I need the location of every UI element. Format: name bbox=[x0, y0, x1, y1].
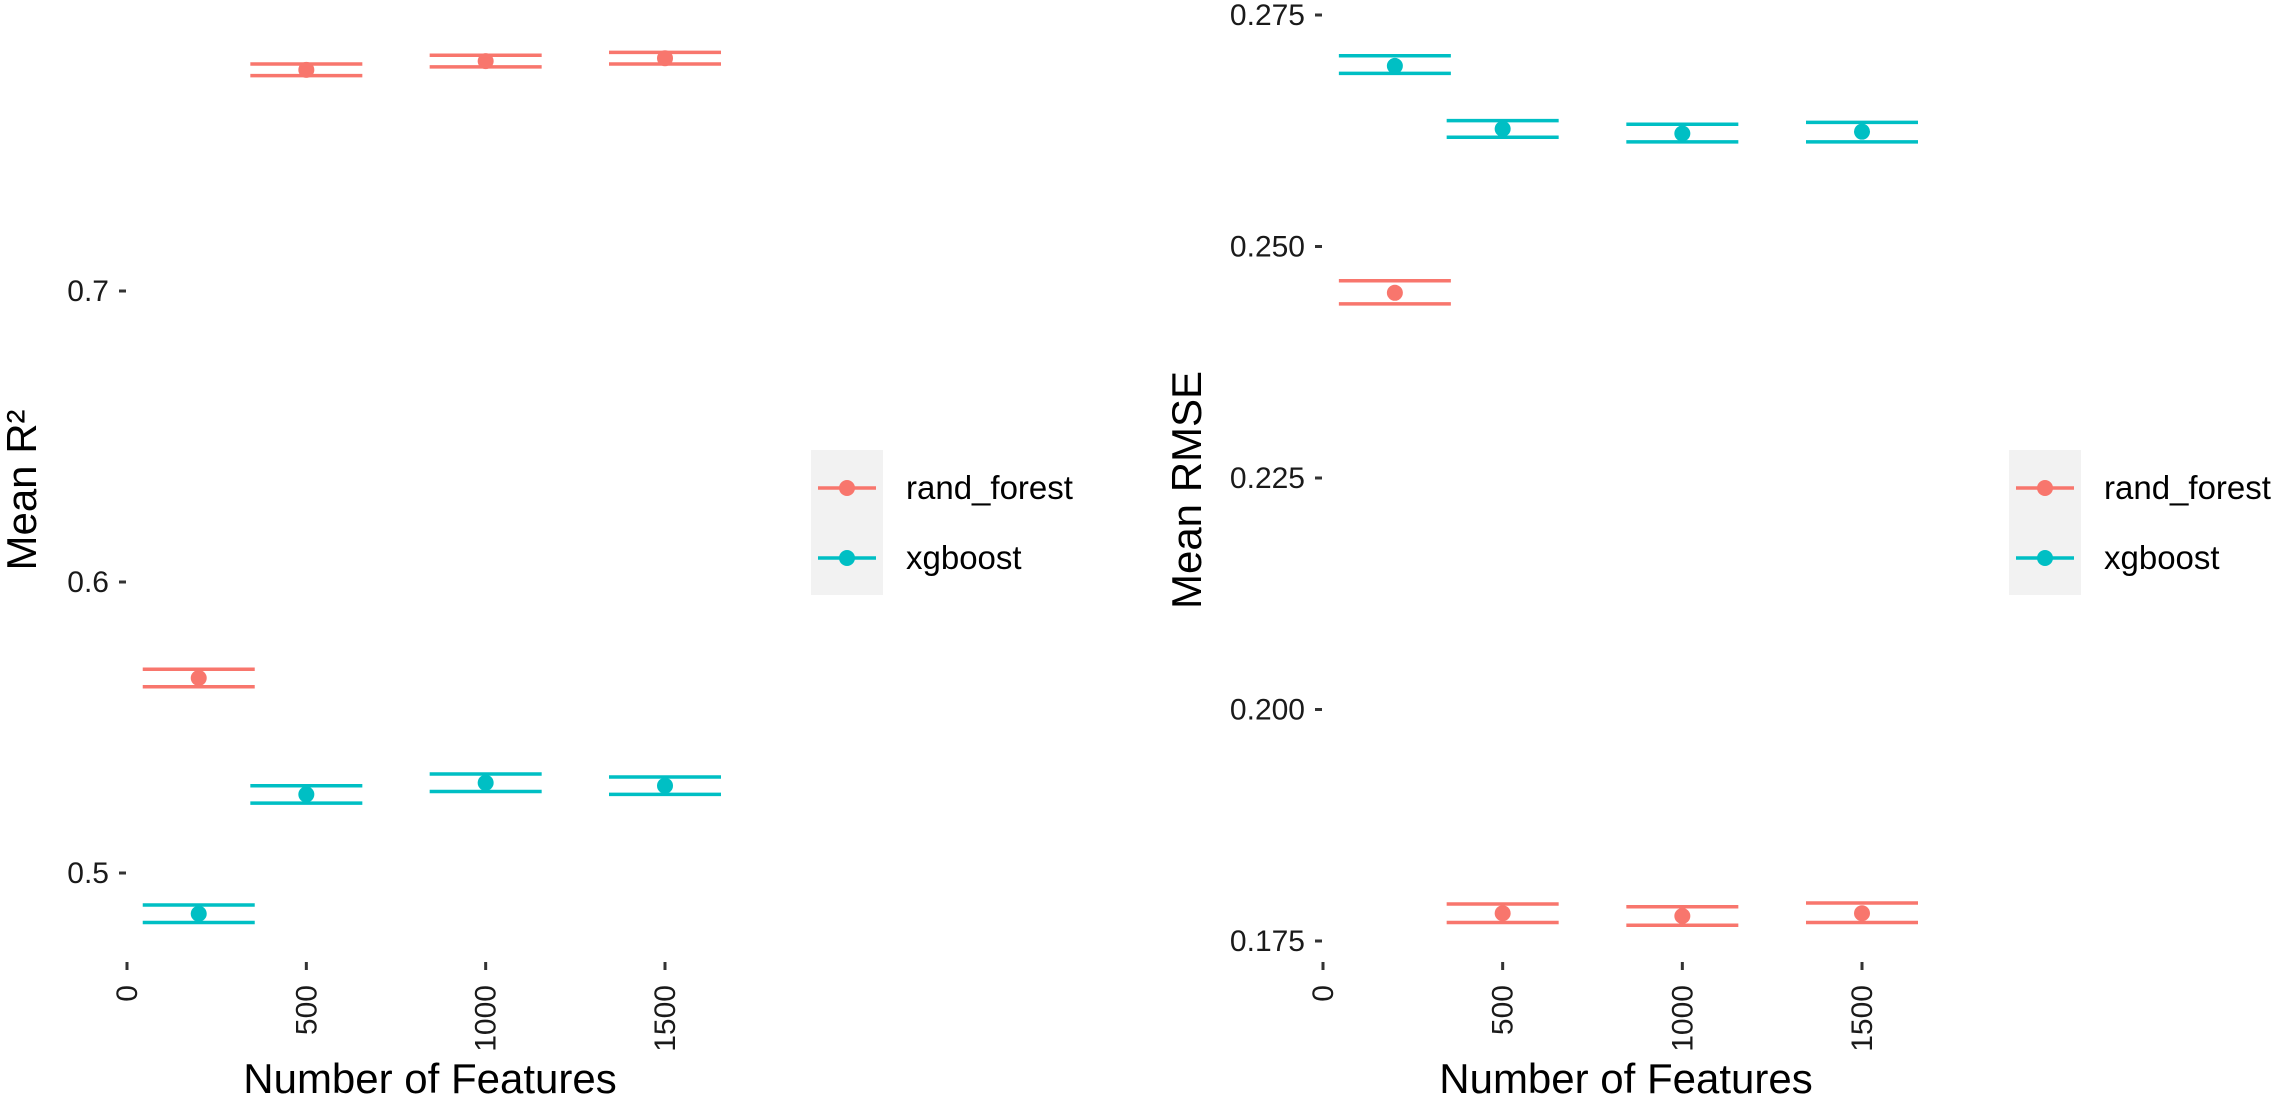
x-tick-label: 0 bbox=[111, 985, 144, 1002]
data-point bbox=[190, 670, 207, 687]
y-axis-title: Mean RMSE bbox=[1163, 371, 1210, 609]
data-point bbox=[477, 53, 494, 70]
x-axis-title: Number of Features bbox=[1439, 1055, 1813, 1102]
legend-key-background bbox=[811, 450, 883, 595]
data-point bbox=[657, 777, 673, 794]
y-tick-label: 0.5 bbox=[67, 857, 109, 890]
legend-label: rand_forest bbox=[906, 469, 1073, 506]
data-point bbox=[1494, 905, 1511, 922]
legend-label: rand_forest bbox=[2104, 469, 2271, 506]
legend-key-point bbox=[839, 480, 855, 496]
data-point bbox=[477, 774, 494, 791]
data-point bbox=[1494, 120, 1511, 137]
data-point bbox=[298, 786, 315, 803]
legend-key-background bbox=[2009, 450, 2081, 595]
series-rand_forest bbox=[1338, 279, 1918, 928]
legend-key-point bbox=[2037, 550, 2053, 566]
x-tick-label: 1000 bbox=[1666, 985, 1699, 1052]
data-point bbox=[1386, 57, 1403, 74]
panel-1: 0.5 0.6 0.7 0 500 1000 1500 Number of Features M… bbox=[0, 50, 1073, 1102]
x-tick-label: 500 bbox=[290, 985, 323, 1035]
data-point bbox=[1386, 284, 1403, 301]
data-point bbox=[1854, 905, 1870, 922]
y-tick-label: 0.275 bbox=[1230, 0, 1305, 32]
y-tick-label: 0.200 bbox=[1230, 694, 1305, 727]
series-xgboost bbox=[1338, 53, 1918, 144]
x-tick-label: 500 bbox=[1487, 985, 1520, 1035]
x-tick-label: 1000 bbox=[470, 985, 503, 1052]
data-point bbox=[1674, 125, 1691, 142]
x-tick-label: 0 bbox=[1307, 985, 1340, 1002]
legend-label: xgboost bbox=[2104, 539, 2220, 576]
data-point bbox=[657, 50, 673, 67]
series-rand_forest bbox=[142, 50, 721, 689]
x-tick-label: 1500 bbox=[649, 985, 682, 1052]
y-tick-label: 0.6 bbox=[67, 566, 109, 599]
data-point bbox=[1674, 907, 1691, 924]
y-axis-title: Mean R² bbox=[0, 409, 45, 570]
data-point bbox=[190, 905, 207, 922]
y-tick-label: 0.175 bbox=[1230, 925, 1305, 958]
data-point bbox=[1854, 123, 1870, 140]
y-tick-label: 0.225 bbox=[1230, 462, 1305, 495]
data-point bbox=[298, 61, 315, 78]
x-tick-label: 1500 bbox=[1846, 985, 1879, 1052]
legend-key-point bbox=[2037, 480, 2053, 496]
y-tick-label: 0.7 bbox=[67, 275, 109, 308]
legend-label: xgboost bbox=[906, 539, 1022, 576]
panel-2: 0.175 0.200 0.225 0.250 0.275 0 500 1000 1500 Num… bbox=[1163, 0, 2271, 1102]
series-xgboost bbox=[142, 772, 721, 925]
y-tick-label: 0.250 bbox=[1230, 231, 1305, 264]
x-axis-title: Number of Features bbox=[243, 1055, 617, 1102]
legend-key-point bbox=[839, 550, 855, 566]
